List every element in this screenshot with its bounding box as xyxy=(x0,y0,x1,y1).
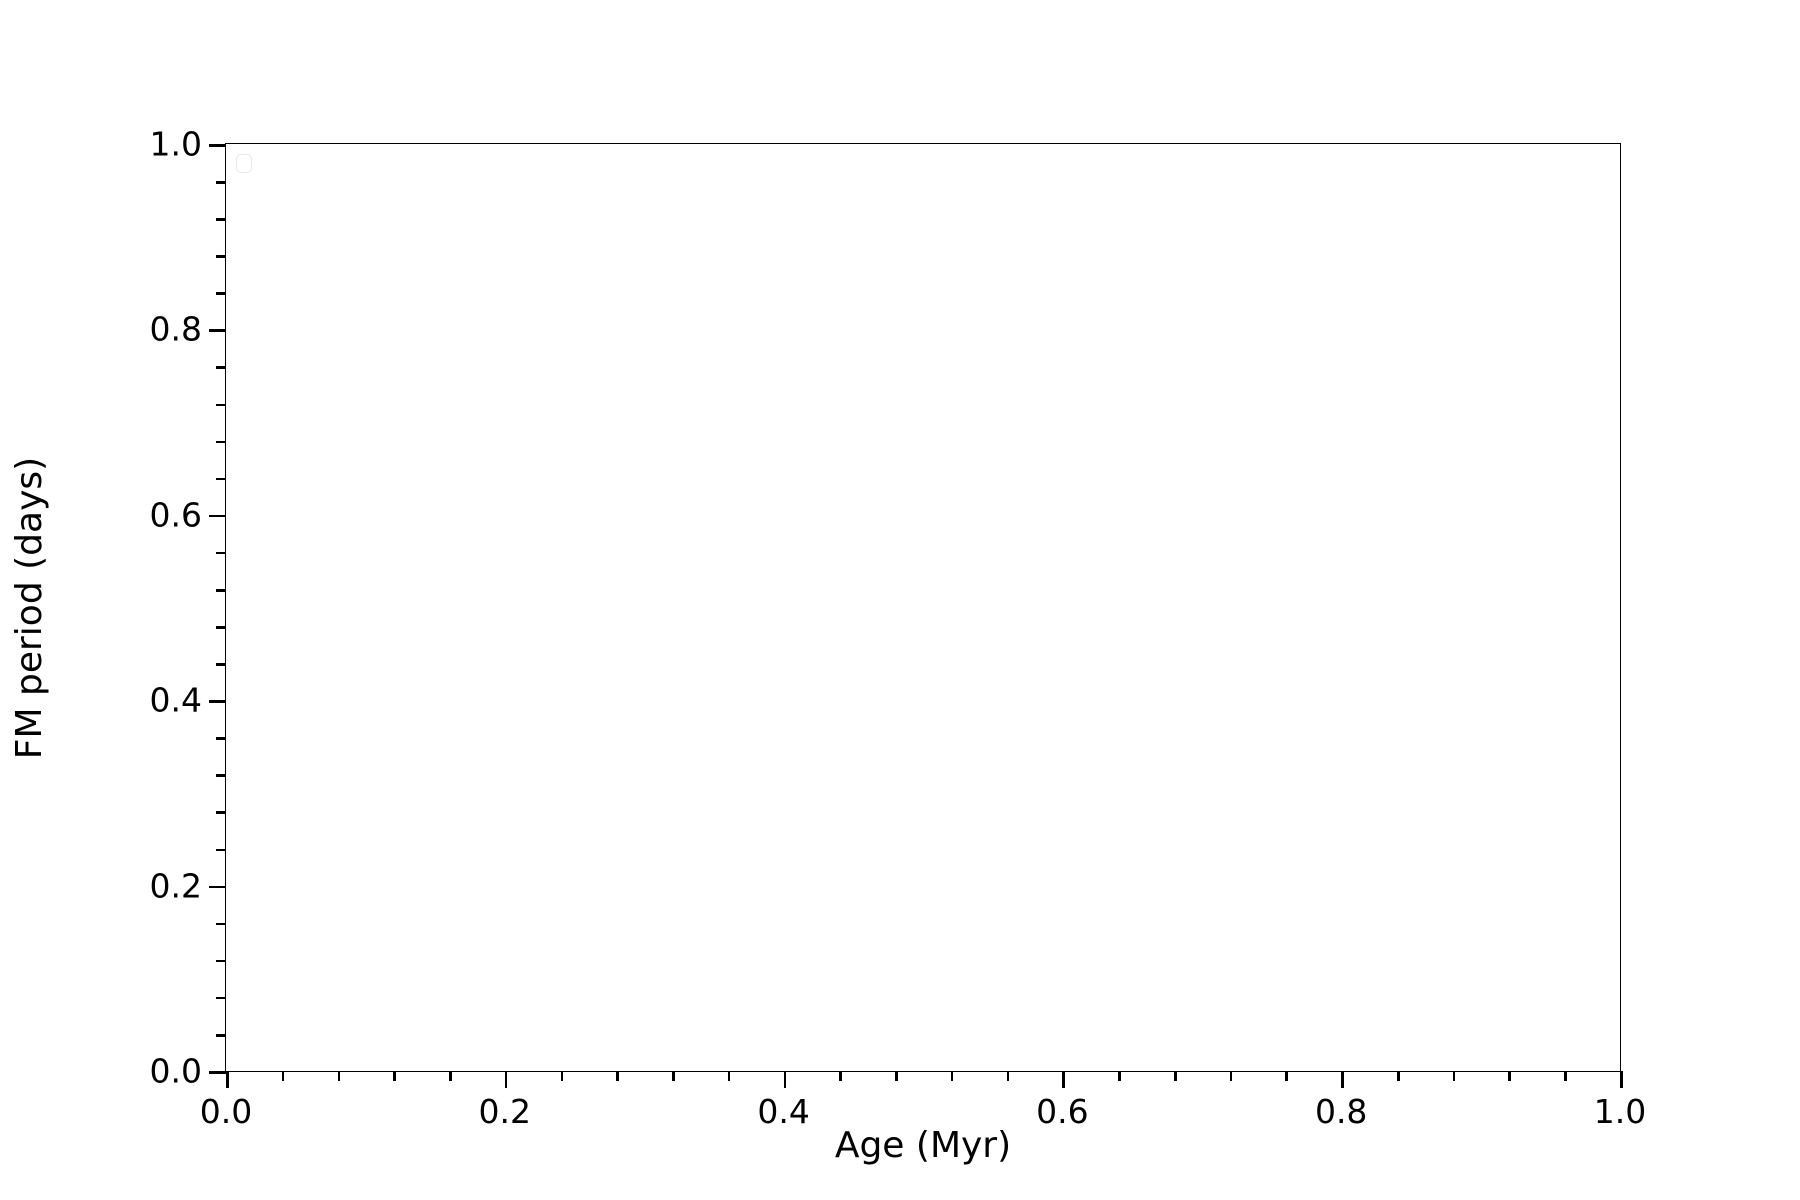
x-tick-label: 0.8 xyxy=(1314,1092,1368,1131)
x-tick-label: 0.2 xyxy=(478,1092,532,1131)
y-tick-minor xyxy=(216,774,226,777)
x-tick-label: 0.6 xyxy=(1036,1092,1089,1131)
x-tick-minor xyxy=(1508,1071,1512,1081)
y-tick-major xyxy=(209,329,226,332)
y-tick-major xyxy=(209,1071,226,1074)
y-tick-major xyxy=(209,514,226,518)
y-axis-label-text: FM period (days) xyxy=(9,456,50,759)
x-tick-minor xyxy=(616,1071,619,1081)
x-tick-minor xyxy=(839,1071,842,1081)
x-tick-minor xyxy=(449,1071,452,1081)
y-tick-major xyxy=(209,885,226,889)
x-tick-minor xyxy=(1006,1071,1010,1081)
y-tick-label: 0.2 xyxy=(149,866,202,906)
x-tick-minor xyxy=(1564,1071,1567,1081)
x-tick-minor xyxy=(950,1071,954,1081)
x-tick-label: 1.0 xyxy=(1593,1092,1647,1131)
plot-axes: 0.0 0.2 0.4 0.6 0.8 1.0 0.0 0.2 0.4 0.6 0.8 1.0 xyxy=(150,128,1647,1129)
x-tick-major xyxy=(783,1071,787,1088)
y-tick-minor xyxy=(216,551,226,555)
y-tick-minor xyxy=(216,959,226,963)
y-tick-minor xyxy=(216,737,226,740)
y-tick-minor xyxy=(216,403,226,407)
y-tick-minor xyxy=(216,811,226,815)
x-tick-minor xyxy=(393,1071,396,1081)
x-tick-minor xyxy=(1229,1071,1233,1081)
y-tick-label: 1.0 xyxy=(149,124,202,164)
x-tick-major xyxy=(226,1071,229,1088)
y-tick-minor xyxy=(216,218,226,221)
x-tick-label: 0.4 xyxy=(757,1092,810,1131)
x-tick-minor xyxy=(1118,1071,1121,1081)
x-tick-minor xyxy=(727,1071,731,1081)
y-tick-minor xyxy=(216,440,226,444)
y-tick-label: 0.0 xyxy=(149,1051,202,1091)
y-tick-minor xyxy=(216,181,226,184)
x-tick-minor xyxy=(672,1071,675,1081)
y-tick-label: 0.8 xyxy=(149,309,202,349)
x-tick-minor xyxy=(1173,1071,1177,1081)
x-tick-minor xyxy=(1452,1071,1456,1081)
legend-box[interactable] xyxy=(236,154,252,173)
x-tick-major xyxy=(1620,1071,1623,1088)
y-tick-minor xyxy=(216,663,226,666)
y-tick-minor xyxy=(216,366,226,370)
x-tick-major xyxy=(1062,1071,1065,1088)
y-tick-major xyxy=(209,144,226,147)
y-tick-minor xyxy=(216,1033,226,1037)
y-tick-label: 0.4 xyxy=(149,680,202,720)
x-tick-major xyxy=(1341,1071,1344,1088)
y-tick-label: 0.6 xyxy=(149,495,202,535)
x-tick-minor xyxy=(560,1071,564,1081)
y-tick-minor xyxy=(216,922,226,926)
y-tick-minor xyxy=(216,477,226,481)
x-tick-label: 0.0 xyxy=(199,1092,253,1131)
x-tick-minor xyxy=(895,1071,898,1081)
y-tick-minor xyxy=(216,292,226,295)
y-axis-label: FM period (days) xyxy=(0,143,60,1072)
y-tick-minor xyxy=(216,996,226,1000)
y-tick-minor xyxy=(216,588,226,592)
x-tick-minor xyxy=(337,1071,341,1081)
y-tick-minor xyxy=(216,848,226,852)
y-tick-minor xyxy=(216,626,226,629)
x-axis-label: Age (Myr) xyxy=(225,1128,1621,1164)
x-tick-minor xyxy=(1396,1071,1400,1081)
y-tick-minor xyxy=(216,255,226,258)
x-tick-minor xyxy=(1285,1071,1289,1081)
x-tick-major xyxy=(504,1071,508,1088)
x-tick-minor xyxy=(281,1071,285,1081)
x-axis-label-text: Age (Myr) xyxy=(834,1125,1012,1166)
y-tick-major xyxy=(209,700,226,703)
